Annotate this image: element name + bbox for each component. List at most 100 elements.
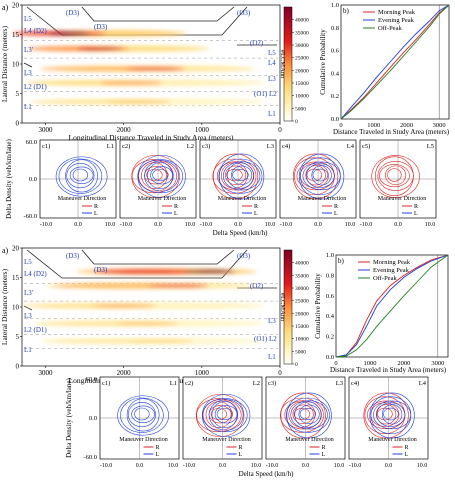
- colorbar: [283, 6, 293, 122]
- contour-legend-title: Maneuver Direction: [138, 196, 186, 202]
- contour-red: [379, 164, 410, 188]
- lane-label-left: L2 (D1): [24, 326, 47, 334]
- colorbar-label: #LCMAnn: [279, 293, 286, 322]
- cdf-tag: b): [338, 257, 345, 265]
- y-tick-label: 15: [12, 31, 20, 39]
- colorbar-label: #LCMAnn: [279, 50, 286, 79]
- contour-x-tick-label: -10.0: [120, 222, 133, 228]
- contour-legend-title: Maneuver Direction: [202, 437, 250, 443]
- lane-label-left: L5: [24, 15, 32, 23]
- contour-row-bottom: Delta Density (veh/km/lane) 60.00.0-60.0c…: [65, 376, 429, 478]
- heatmap-ylabel: Lateral Distance (meters): [0, 268, 9, 345]
- lane-label-right: L4: [268, 59, 276, 67]
- contour-blue: [298, 404, 320, 424]
- contour-blue: [55, 156, 108, 197]
- lane-label-left: L5: [24, 258, 32, 266]
- cdf-y-tick-label: 1.0: [331, 2, 339, 9]
- cdf-ylabel: Cumulative Probability: [319, 29, 327, 95]
- y-tick-label: 5: [16, 90, 20, 98]
- colorbar-tick-label: 5000: [295, 349, 306, 355]
- contour-red: [212, 153, 259, 200]
- contour-lane: L1: [107, 143, 114, 150]
- contour-lane: L5: [427, 143, 434, 150]
- contour-x-tick-label: 0.0: [74, 222, 82, 228]
- contour-legend-title: Maneuver Direction: [218, 196, 266, 202]
- colorbar-tick-label: 15000: [295, 324, 309, 330]
- contour-y-tick-label: -60.0: [83, 454, 97, 461]
- contour-x-tick-label: 0.0: [234, 222, 242, 228]
- cdf-y-tick-label: 0.2: [326, 334, 334, 341]
- contour-blue: [150, 166, 173, 185]
- colorbar-tick-label: 25000: [295, 56, 309, 62]
- contour-blue: [231, 165, 253, 185]
- lane-label-left: L2 (D1): [24, 83, 47, 91]
- x-tick-label: 2000: [117, 126, 132, 134]
- x-tick-label: 1000: [195, 126, 210, 134]
- contour-legend-label: R: [94, 204, 98, 210]
- contour-blue: [232, 169, 249, 181]
- contour-subplot: c2) L2 Maneuver Direction RL -10.0 0.0 10.0: [182, 376, 263, 469]
- contour-blue: [66, 163, 95, 189]
- contour-blue: [285, 397, 330, 433]
- density-band: [33, 320, 265, 327]
- band-core: [100, 81, 163, 85]
- cdf-xlabel: Distance Traveled in Study Area (meters): [333, 128, 450, 136]
- colorbar-tick-label: 25000: [295, 299, 309, 305]
- contour-lane: L3: [336, 380, 343, 387]
- road-line: [81, 249, 235, 265]
- band-core: [183, 269, 236, 274]
- lane-label-right: L5: [268, 49, 276, 57]
- contour-red: [141, 162, 168, 189]
- lane-label-left: L4 (D2): [24, 27, 47, 35]
- contour-x-tick-label: 10.0: [425, 222, 436, 228]
- contour-blue: [286, 392, 332, 439]
- contour-legend-label: R: [174, 204, 178, 210]
- contour-legend-label: R: [414, 204, 418, 210]
- contour-legend-label: L: [334, 211, 338, 217]
- contour-legend-title: Maneuver Direction: [285, 437, 333, 443]
- contour-x-tick-label: 0.0: [136, 463, 144, 469]
- contour-tag: c1): [42, 143, 50, 150]
- contour-red: [279, 397, 324, 433]
- contour-blue: [383, 407, 399, 421]
- contour-tag: c4): [351, 380, 359, 387]
- contour-xlabel: Delta Speed (km/h): [213, 229, 268, 237]
- contour-y-tick-label: 60.0: [86, 376, 97, 383]
- contour-blue: [127, 402, 156, 428]
- contour-red: [305, 165, 326, 186]
- heatmap-xlabel: Longitudinal Distance Traveled in Study …: [69, 133, 234, 142]
- band-core: [76, 46, 124, 51]
- contour-legend-label: R: [239, 445, 243, 451]
- contour-blue: [311, 165, 332, 186]
- contour-blue: [222, 161, 261, 191]
- contour-tag: c1): [102, 380, 110, 387]
- contour-x-tick-label: 0.0: [314, 222, 322, 228]
- lane-label-left: L3: [24, 69, 32, 77]
- cdf-x-tick-label: 2000: [397, 360, 410, 367]
- contour-x-tick-label: 10.0: [265, 222, 276, 228]
- contour-blue: [126, 398, 160, 432]
- lane-label-top: (D3): [94, 23, 108, 31]
- lane-label-top: (D3): [66, 252, 80, 260]
- road-line: [23, 62, 33, 68]
- contour-red: [292, 153, 339, 200]
- lane-label-top: (D3): [94, 266, 108, 274]
- contour-lane: L3: [267, 143, 274, 150]
- colorbar-tick-label: 35000: [295, 30, 309, 36]
- contour-subplot: c1) L1 Maneuver Direction RL -10.0 0.0 10.0: [99, 376, 180, 469]
- contour-red: [131, 155, 180, 198]
- contour-blue: [134, 407, 150, 421]
- contour-blue: [137, 159, 184, 194]
- colorbar-tick-label: 5000: [295, 106, 306, 112]
- colorbar-tick-label: 35000: [295, 273, 309, 279]
- contour-legend-label: L: [322, 452, 326, 458]
- contour-red: [387, 168, 402, 182]
- contour-legend-title: Maneuver Direction: [119, 437, 167, 443]
- contour-blue: [214, 405, 238, 424]
- contour-blue: [208, 399, 244, 431]
- cdf-x-tick-label: 3000: [433, 122, 446, 129]
- contour-y-tick-label: -60.0: [23, 213, 37, 220]
- heatmap-tag: a): [2, 3, 9, 12]
- contour-tag: c5): [362, 143, 370, 150]
